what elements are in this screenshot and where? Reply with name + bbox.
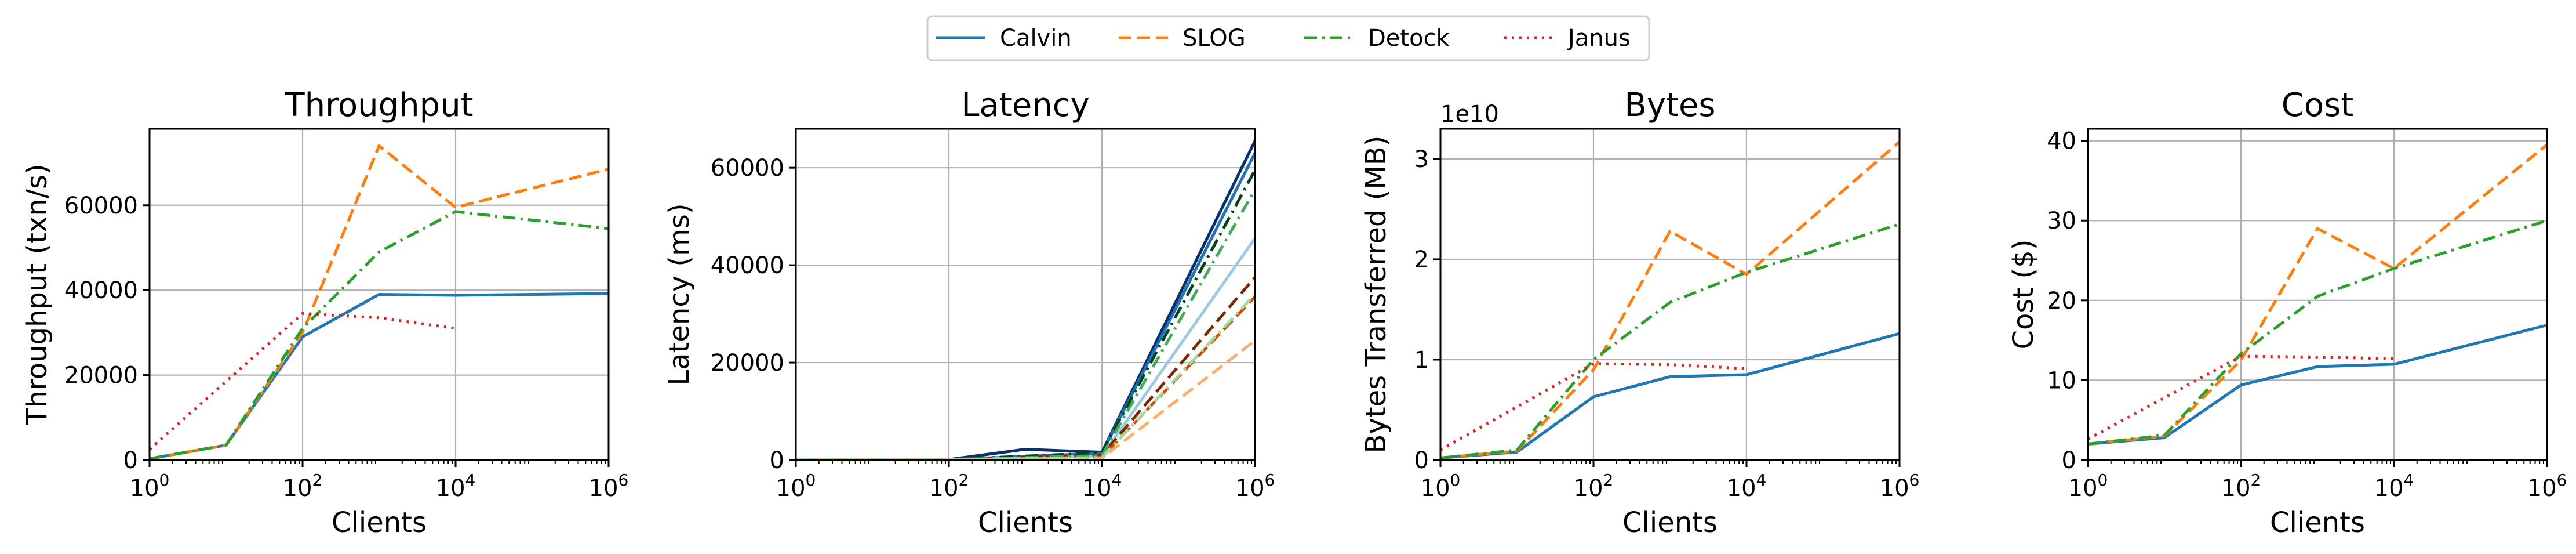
subplot-title: Cost bbox=[2282, 86, 2354, 124]
y-tick-label: 2 bbox=[1414, 247, 1429, 273]
series-line-calvin bbox=[1440, 332, 1900, 459]
y-axis-label: Latency (ms) bbox=[663, 203, 696, 385]
legend-label-janus: Janus bbox=[1566, 25, 1631, 52]
y-tick-label: 20000 bbox=[711, 350, 784, 376]
x-tick-label: 100 bbox=[1421, 470, 1461, 502]
x-axis-label: Clients bbox=[1622, 506, 1718, 539]
y-tick-label: 60000 bbox=[64, 193, 138, 219]
y-tick-label: 40000 bbox=[64, 277, 138, 304]
subplot-bytes: 100 102 104 106 0 1 2 3 1e10 Bytes Clients Bytes Tr… bbox=[1360, 86, 1919, 539]
series-line-9 bbox=[796, 293, 1256, 461]
axes-frame bbox=[795, 128, 1256, 461]
x-tick-label: 104 bbox=[2374, 470, 2414, 502]
legend: Calvin SLOG Detock Janus bbox=[926, 15, 1650, 61]
y-tick-label: 0 bbox=[1414, 447, 1429, 474]
x-axis-label: Clients bbox=[332, 506, 427, 539]
y-tick-label: 0 bbox=[123, 447, 138, 474]
x-axis-label: Clients bbox=[978, 506, 1073, 539]
subplot-throughput: 100 102 104 106 0 20000 40000 60000 Throughput Cl… bbox=[21, 86, 628, 539]
y-axis-label: Throughput (txn/s) bbox=[21, 164, 53, 425]
series-line-detock bbox=[2087, 219, 2548, 446]
legend-frame bbox=[926, 15, 1650, 61]
series-line-7 bbox=[796, 169, 1257, 461]
axes-frame bbox=[2087, 128, 2548, 461]
y-axis-label: Bytes Transferred (MB) bbox=[1360, 136, 1392, 454]
legend-label-slog: SLOG bbox=[1183, 25, 1246, 52]
x-tick-label: 106 bbox=[1880, 470, 1920, 502]
subplots: 100 102 104 1060200004000060000ThroughputCl… bbox=[21, 86, 2567, 539]
y-tick-label: 20000 bbox=[64, 363, 138, 389]
x-axis-label: Clients bbox=[2270, 506, 2365, 539]
x-tick-label: 104 bbox=[436, 470, 476, 502]
series-line-janus bbox=[148, 312, 456, 451]
series-line-3 bbox=[796, 237, 1257, 461]
x-tick-label: 102 bbox=[929, 470, 969, 502]
subplot-cost: 100 102 104 106 0 10 20 30 40 Cost Clients Cost ($) bbox=[2007, 86, 2567, 539]
x-tick-label: 102 bbox=[283, 470, 323, 502]
x-tick-label: 104 bbox=[1082, 470, 1122, 502]
series-line-slog bbox=[1440, 140, 1901, 459]
y-axis-label: Cost ($) bbox=[2007, 240, 2040, 350]
series-line-calvin bbox=[149, 292, 609, 461]
y-tick-label: 60000 bbox=[711, 155, 784, 182]
y-tick-label: 10 bbox=[2047, 367, 2076, 394]
x-tick-label: 100 bbox=[776, 470, 816, 502]
series-line-janus bbox=[2087, 354, 2395, 441]
x-tick-label: 106 bbox=[1235, 470, 1275, 502]
y-offset-label: 1e10 bbox=[1440, 101, 1499, 128]
x-tick-label: 104 bbox=[1727, 470, 1767, 502]
y-tick-label: 0 bbox=[2062, 447, 2076, 474]
y-tick-label: 40 bbox=[2047, 128, 2076, 155]
legend-label-calvin: Calvin bbox=[1000, 25, 1072, 52]
x-tick-label: 100 bbox=[130, 470, 170, 502]
series-line-calvin bbox=[2087, 324, 2548, 446]
series-line-slog bbox=[2087, 143, 2548, 446]
y-tick-label: 3 bbox=[1414, 146, 1429, 173]
axes-frame bbox=[1439, 128, 1901, 461]
series-line-1 bbox=[796, 140, 1257, 461]
x-tick-label: 100 bbox=[2068, 470, 2108, 502]
subplot-title: Throughput bbox=[284, 86, 473, 124]
y-tick-label: 20 bbox=[2047, 288, 2076, 314]
legend-label-detock: Detock bbox=[1368, 25, 1450, 52]
series-line-2 bbox=[796, 152, 1257, 461]
subplot-latency: 100 102 104 106 0 20000 40000 60000 Latency Clien… bbox=[663, 86, 1275, 539]
series-line-slog bbox=[149, 144, 609, 461]
x-tick-label: 102 bbox=[1574, 470, 1614, 502]
x-tick-label: 102 bbox=[2221, 470, 2261, 502]
subplot-title: Latency bbox=[961, 86, 1089, 124]
series-line-8 bbox=[796, 189, 1257, 461]
subplot-title: Bytes bbox=[1624, 86, 1715, 124]
y-tick-label: 0 bbox=[770, 447, 784, 474]
y-tick-label: 30 bbox=[2047, 208, 2076, 234]
axes-frame bbox=[148, 128, 610, 461]
x-tick-label: 106 bbox=[2527, 470, 2567, 502]
series-line-5 bbox=[796, 295, 1256, 461]
series-line-detock bbox=[149, 210, 609, 461]
y-tick-label: 1 bbox=[1414, 347, 1429, 374]
y-tick-label: 40000 bbox=[711, 252, 784, 279]
x-tick-label: 106 bbox=[589, 470, 629, 502]
